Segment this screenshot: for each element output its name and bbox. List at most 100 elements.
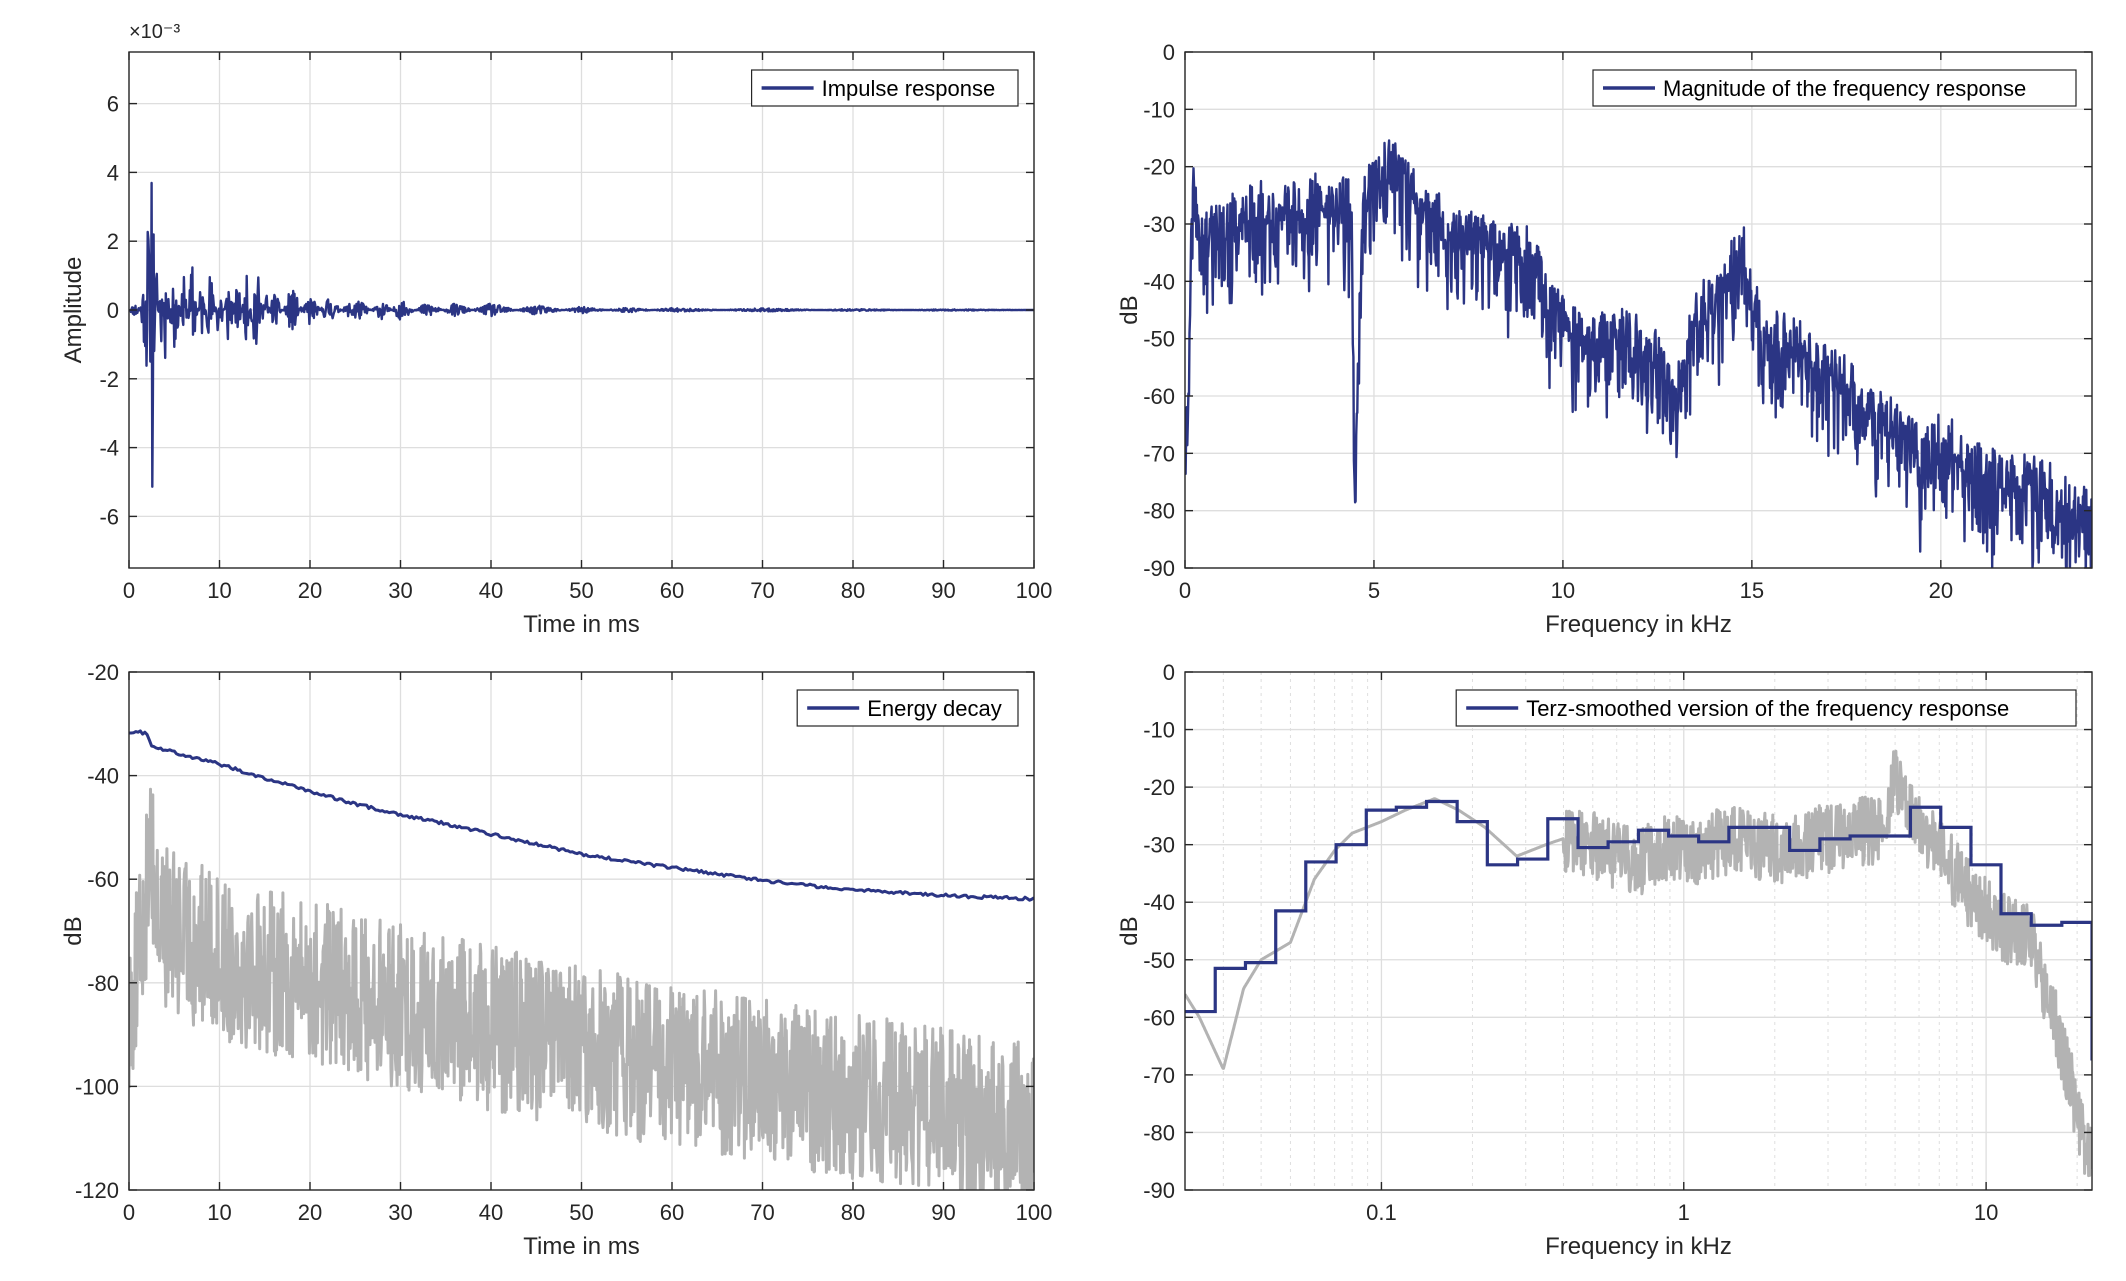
y-tick-label: -70 [1143, 1063, 1175, 1088]
x-axis-label: Frequency in kHz [1545, 611, 1732, 638]
x-tick-label: 30 [388, 578, 412, 603]
legend-label: Magnitude of the frequency response [1663, 76, 2026, 101]
x-tick-label: 50 [569, 1200, 593, 1225]
y-tick-label: -30 [1143, 212, 1175, 237]
legend-box [1592, 69, 2077, 107]
x-tick-label: 80 [841, 1200, 865, 1225]
y-tick-label: -40 [87, 764, 119, 789]
x-tick-label: 100 [1016, 1200, 1053, 1225]
x-tick-label: 15 [1740, 578, 1764, 603]
x-tick-label: 0 [1179, 578, 1191, 603]
x-tick-label: 0.1 [1366, 1200, 1397, 1225]
x-tick-label: 60 [660, 578, 684, 603]
axes-box [1184, 671, 2093, 1191]
series-group [129, 729, 1034, 1190]
series-line [129, 729, 1034, 902]
y-tick-label: 0 [1163, 40, 1175, 65]
series-group [129, 181, 1034, 488]
axes-box [1184, 51, 2093, 569]
y-tick-label: -70 [1143, 441, 1175, 466]
y-axis-label: dB [60, 916, 87, 945]
plot-area [1185, 672, 2092, 1190]
series-line [129, 181, 1034, 488]
axis-exponent-label: ×10⁻³ [129, 21, 180, 43]
series-line [1185, 799, 2092, 1061]
x-tick-label: 10 [207, 578, 231, 603]
y-tick-label: -40 [1143, 890, 1175, 915]
y-tick-label: -10 [1143, 718, 1175, 743]
y-tick-label: -80 [1143, 1120, 1175, 1145]
y-tick-label: -60 [87, 867, 119, 892]
x-axis-label: Frequency in kHz [1545, 1233, 1732, 1260]
y-ticks: 0 -10 -20 -30 -40 -50 -60 -70 -80 -90 [1143, 40, 2092, 581]
x-tick-label: 20 [1929, 578, 1953, 603]
x-tick-label: 0 [123, 578, 135, 603]
y-tick-label: 6 [107, 92, 119, 117]
x-axis-label: Time in ms [523, 1233, 639, 1260]
x-tick-label: 20 [298, 578, 322, 603]
x-ticks: 0 10 20 30 40 50 60 70 80 90 100 [123, 52, 1052, 603]
legend: Impulse response [750, 69, 1019, 107]
x-tick-label: 60 [660, 1200, 684, 1225]
legend: Energy decay [796, 689, 1019, 727]
x-tick-label: 40 [479, 578, 503, 603]
x-tick-label: 20 [298, 1200, 322, 1225]
x-axis-label: Time in ms [523, 611, 639, 638]
y-ticks: -6 -4 -2 0 2 4 6 [99, 92, 1034, 529]
plot-area [1185, 52, 2092, 568]
y-tick-label: -120 [75, 1178, 119, 1203]
y-axis-label: dB [1116, 916, 1143, 945]
y-tick-label: -6 [99, 504, 119, 529]
series-line [1185, 139, 2092, 568]
chart-terz: 0.1 1 10 0 -10 -20 -30 -40 -50 -60 -70 -80 -90 Freque… [1116, 660, 2093, 1260]
y-tick-label: 4 [107, 160, 119, 185]
y-tick-label: -2 [99, 367, 119, 392]
chart-impulse: 0 10 20 30 40 50 60 70 80 90 100 -6 -4 -2 0 2 4 6 ×10⁻³ Tim… [60, 21, 1052, 638]
chart-energy: 0 10 20 30 40 50 60 70 80 90 100 -20 -40 -60 -80 -100 -1… [60, 660, 1052, 1260]
series-group [1185, 139, 2092, 568]
y-tick-label: -50 [1143, 327, 1175, 352]
y-tick-label: -20 [1143, 775, 1175, 800]
legend-label: Terz-smoothed version of the frequency r… [1526, 696, 2009, 721]
y-tick-label: -60 [1143, 1005, 1175, 1030]
x-tick-label: 10 [207, 1200, 231, 1225]
series-line-raw [129, 787, 1034, 1190]
x-ticks: 0.1 1 10 [1366, 672, 1998, 1225]
y-tick-label: -20 [87, 660, 119, 685]
y-tick-label: -100 [75, 1074, 119, 1099]
series-group [1185, 749, 2092, 1178]
y-tick-label: -20 [1143, 155, 1175, 180]
chart-magnitude: 0 5 10 15 20 0 -10 -20 -30 -40 -50 -60 -70 -80 -90 Freq… [1116, 40, 2093, 638]
x-tick-label: 100 [1016, 578, 1053, 603]
y-axis-label: Amplitude [60, 257, 87, 364]
x-tick-label: 70 [750, 578, 774, 603]
y-ticks: -20 -40 -60 -80 -100 -120 [75, 660, 1034, 1203]
y-tick-label: -4 [99, 436, 119, 461]
legend-label: Impulse response [822, 76, 996, 101]
y-tick-label: 2 [107, 229, 119, 254]
x-tick-label: 40 [479, 1200, 503, 1225]
x-tick-label: 1 [1678, 1200, 1690, 1225]
x-tick-label: 5 [1368, 578, 1380, 603]
legend: Terz-smoothed version of the frequency r… [1455, 689, 2077, 727]
legend-label: Energy decay [867, 696, 1002, 721]
y-tick-label: 0 [1163, 660, 1175, 685]
y-ticks: 0 -10 -20 -30 -40 -50 -60 -70 -80 -90 [1143, 660, 2092, 1203]
legend: Magnitude of the frequency response [1592, 69, 2077, 107]
x-tick-label: 90 [931, 578, 955, 603]
y-tick-label: -40 [1143, 269, 1175, 294]
x-tick-label: 80 [841, 578, 865, 603]
x-tick-label: 10 [1551, 578, 1575, 603]
y-tick-label: -50 [1143, 948, 1175, 973]
x-tick-label: 70 [750, 1200, 774, 1225]
y-tick-label: -30 [1143, 833, 1175, 858]
legend-box [1455, 689, 2077, 727]
x-tick-label: 30 [388, 1200, 412, 1225]
y-tick-label: -10 [1143, 97, 1175, 122]
y-axis-label: dB [1116, 295, 1143, 324]
y-tick-label: -80 [87, 971, 119, 996]
x-tick-label: 0 [123, 1200, 135, 1225]
y-tick-label: -90 [1143, 1178, 1175, 1203]
